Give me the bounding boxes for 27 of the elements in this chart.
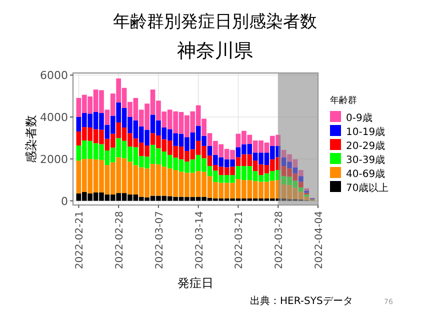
legend-title: 年齢群 bbox=[330, 95, 357, 106]
chart-title: 年齢群別発症日別感染者数 bbox=[113, 12, 317, 32]
x-tick-label: 2022-04-04 bbox=[314, 211, 325, 270]
source-note: 出典：HER-SYSデータ bbox=[250, 295, 353, 307]
bar bbox=[304, 188, 310, 191]
legend-label: 70歳以上 bbox=[346, 182, 389, 194]
legend-label: 20-29歳 bbox=[346, 140, 386, 152]
x-axis-title: 発症日 bbox=[178, 276, 214, 290]
x-tick-label: 2022-03-28 bbox=[274, 211, 286, 270]
y-tick-label: 6000 bbox=[40, 69, 68, 82]
legend-label: 10-19歳 bbox=[346, 126, 386, 138]
x-tick-label: 2022-02-21 bbox=[74, 211, 86, 270]
legend-label: 30-39歳 bbox=[346, 154, 386, 166]
bar bbox=[298, 170, 304, 176]
y-tick-label: 0 bbox=[61, 194, 68, 208]
bar bbox=[298, 182, 304, 188]
x-tick-label: 2022-02-28 bbox=[114, 211, 126, 270]
x-tick-label: 2022-03-07 bbox=[154, 211, 166, 270]
bar bbox=[298, 176, 304, 182]
legend-label: 40-69歳 bbox=[346, 168, 386, 180]
x-tick-label: 2022-03-21 bbox=[234, 211, 246, 270]
chart-subtitle: 神奈川県 bbox=[177, 40, 253, 62]
y-tick-label: 4000 bbox=[40, 111, 68, 124]
legend-label: 0-9歳 bbox=[346, 112, 372, 124]
x-tick-label: 2022-03-14 bbox=[194, 211, 206, 270]
y-tick-label: 2000 bbox=[40, 152, 68, 166]
y-axis-title: 感染者数 bbox=[24, 115, 38, 163]
